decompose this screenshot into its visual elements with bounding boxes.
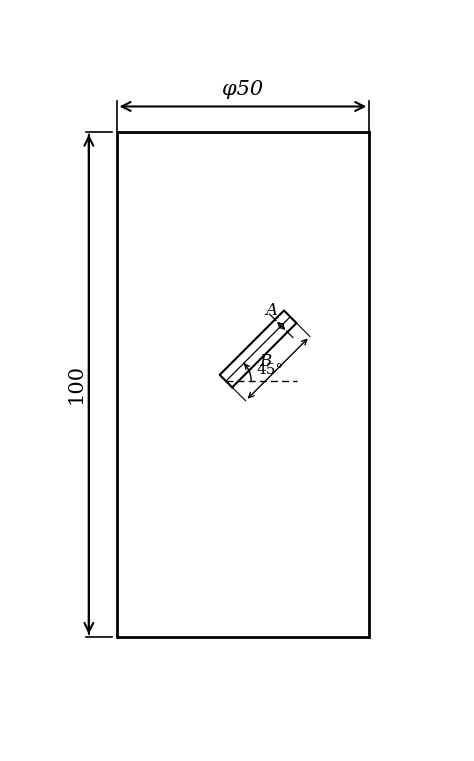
Text: B: B [259,352,271,370]
Text: 45°: 45° [256,363,283,377]
Bar [117,132,369,637]
Text: φ50: φ50 [222,80,264,99]
Text: A: A [265,302,277,319]
Text: 100: 100 [67,365,86,404]
